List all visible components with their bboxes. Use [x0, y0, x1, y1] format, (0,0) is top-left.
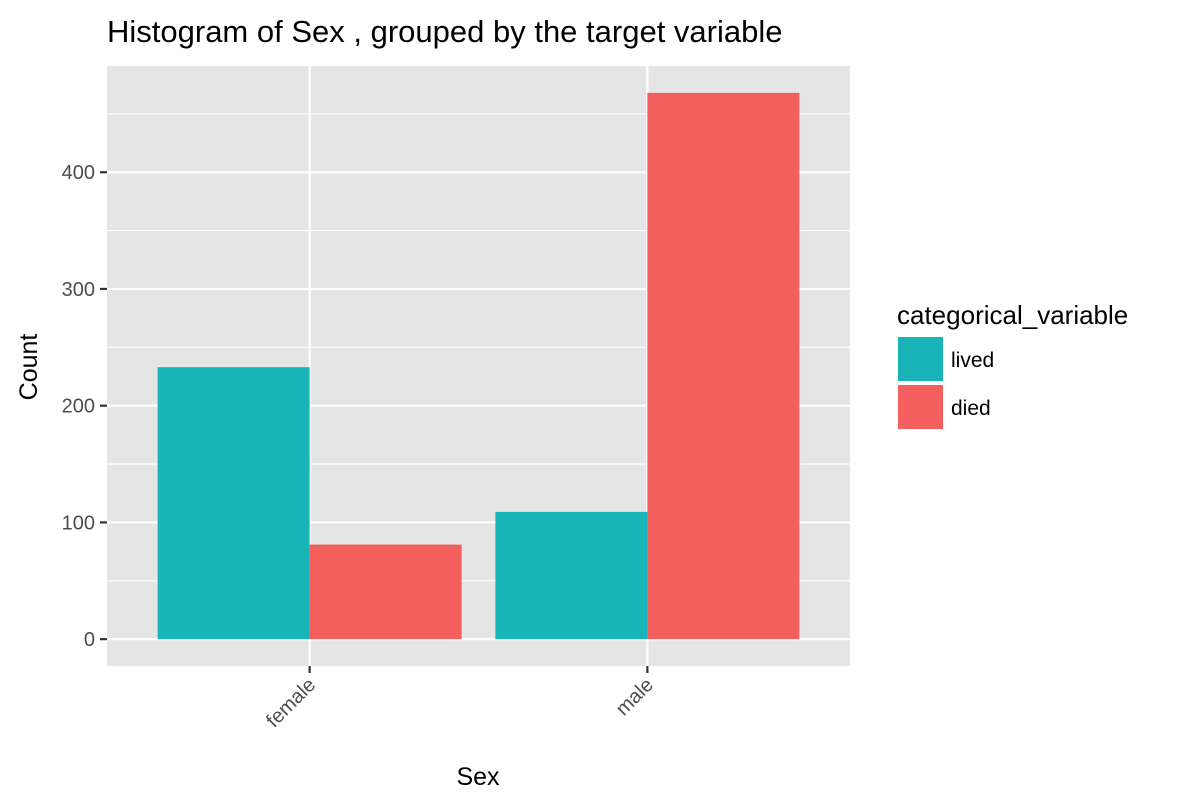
bar-died-male [647, 92, 800, 640]
x-tick-label: female [262, 674, 320, 732]
bars [157, 92, 800, 640]
legend-title: categorical_variable [897, 300, 1128, 330]
y-tick-label: 400 [62, 162, 95, 184]
x-tick-label: male [612, 674, 658, 720]
legend-label: died [951, 397, 991, 420]
y-axis: 0 100 200 300 400 [62, 162, 107, 651]
legend-key-died [898, 385, 943, 429]
bar-lived-female [157, 367, 310, 640]
legend: categorical_variable lived died [897, 300, 1128, 429]
legend-label: lived [951, 349, 994, 372]
chart-title: Histogram of Sex , grouped by the target… [107, 14, 782, 49]
y-tick-label: 200 [62, 396, 95, 418]
legend-key-lived [898, 337, 943, 381]
y-tick-label: 300 [62, 279, 95, 301]
y-axis-title: Count [15, 334, 43, 401]
y-tick-label: 0 [84, 629, 95, 651]
x-axis-title: Sex [456, 763, 500, 791]
y-tick-label: 100 [62, 512, 95, 534]
bar-died-female [309, 544, 462, 640]
x-axis: female male [262, 666, 658, 732]
bar-lived-male [495, 511, 648, 640]
